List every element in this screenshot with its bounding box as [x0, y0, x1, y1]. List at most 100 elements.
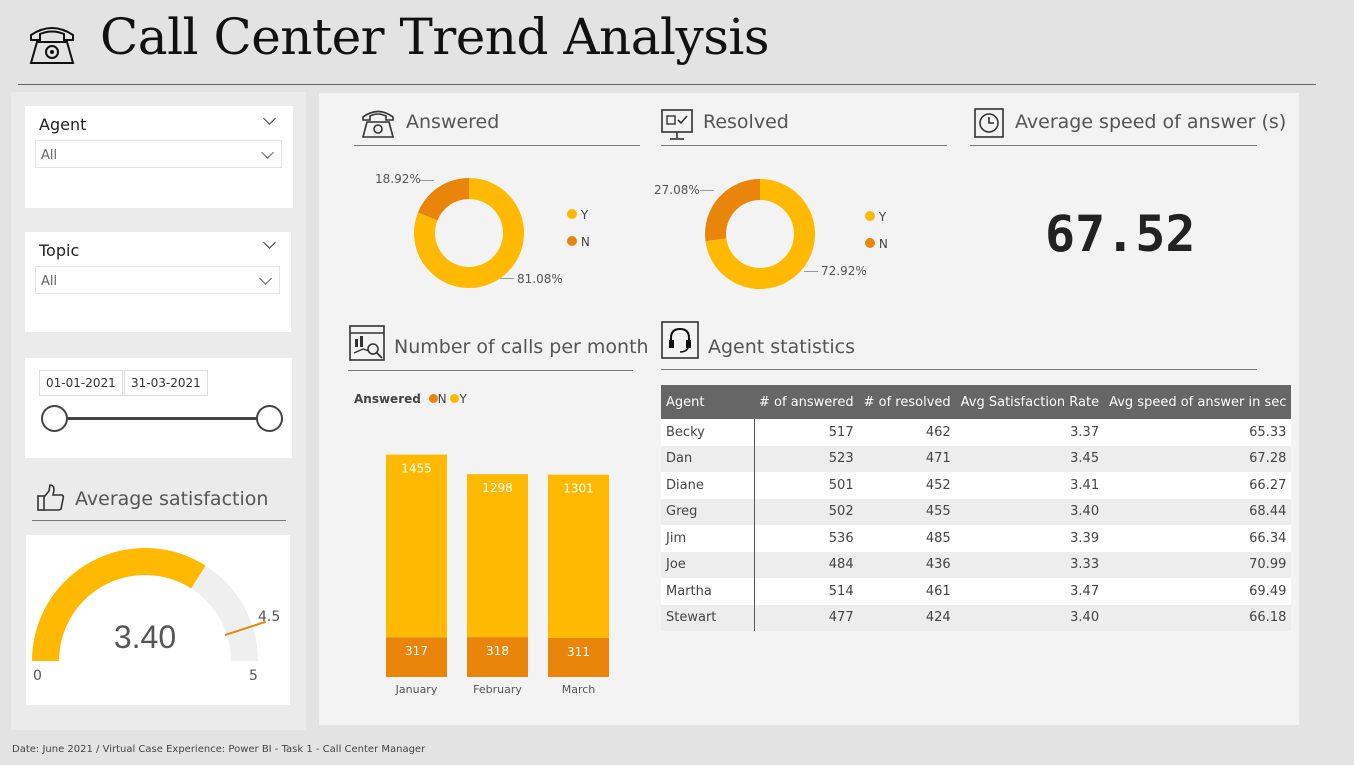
- table-row[interactable]: Becky 517 462 3.37 65.33: [661, 419, 1292, 446]
- speed-value: 67.52: [1045, 205, 1196, 263]
- bar-n-march[interactable]: [548, 637, 609, 677]
- answered-title: Answered: [406, 111, 500, 133]
- table-row[interactable]: Jim 536 485 3.39 66.34: [661, 525, 1292, 552]
- legend-dot-y: [865, 211, 875, 221]
- data-label: 1298: [482, 481, 513, 495]
- date-slider-end-handle[interactable]: [256, 405, 283, 432]
- data-label: 317: [405, 644, 428, 658]
- table-cell: 3.39: [955, 525, 1105, 552]
- donut-slice-y[interactable]: [705, 179, 815, 289]
- column-header[interactable]: Avg Satisfaction Rate: [955, 385, 1105, 419]
- chevron-down-icon[interactable]: [263, 236, 276, 249]
- table-cell: 3.33: [955, 551, 1105, 578]
- column-header[interactable]: # of answered: [754, 385, 859, 419]
- x-tick-label: February: [473, 683, 522, 696]
- table-cell: 461: [858, 578, 956, 605]
- table-row[interactable]: Stewart 477 424 3.40 66.18: [661, 604, 1292, 631]
- x-tick-label: March: [562, 683, 596, 696]
- main-panel: Answered 18.92% 81.08% Y N Resolved 27.0…: [319, 93, 1299, 725]
- table-cell: 3.47: [955, 578, 1105, 605]
- agent-name-cell: Joe: [661, 551, 755, 578]
- thumbs-up-icon: [37, 484, 65, 511]
- date-slicer: 01-01-2021 31-03-2021: [25, 358, 292, 458]
- table-cell: 65.33: [1104, 419, 1292, 446]
- chevron-down-icon[interactable]: [263, 112, 276, 125]
- agent-stats-title: Agent statistics: [708, 336, 855, 358]
- calls-divider: [348, 370, 633, 371]
- header: Call Center Trend Analysis: [0, 0, 1354, 90]
- agent-name-cell: Jim: [661, 525, 755, 552]
- legend-dot-n: [567, 236, 577, 246]
- leader-line: [500, 278, 514, 279]
- donut-slice-n[interactable]: [417, 178, 469, 221]
- table-row[interactable]: Martha 514 461 3.47 69.49: [661, 578, 1292, 605]
- start-date-input[interactable]: 01-01-2021: [39, 370, 123, 396]
- legend-label-n: N: [878, 237, 888, 251]
- satisfaction-card: 3.40 0 5 4.5: [26, 535, 290, 705]
- table-cell: 502: [754, 498, 859, 525]
- agent-name-cell: Stewart: [661, 604, 755, 631]
- table-cell: 485: [858, 525, 956, 552]
- speed-title: Average speed of answer (s): [1015, 111, 1287, 133]
- telephone-icon: [361, 110, 395, 138]
- bar-y-february[interactable]: [467, 474, 528, 638]
- table-cell: 484: [754, 551, 859, 578]
- gauge-max-label: 5: [249, 668, 258, 684]
- headset-icon: [661, 321, 699, 359]
- topic-slicer-label: Topic: [39, 241, 80, 260]
- left-panel: Agent All Topic All 01-01-2021 31-03-202…: [11, 92, 306, 730]
- answered-legend-n: N: [567, 235, 590, 249]
- end-date-input[interactable]: 31-03-2021: [124, 370, 208, 396]
- leader-line: [804, 271, 818, 272]
- agent-name-cell: Greg: [661, 498, 755, 525]
- table-cell: 455: [858, 498, 956, 525]
- column-header[interactable]: Avg speed of answer in sec: [1104, 385, 1292, 419]
- donut-slice-y[interactable]: [414, 178, 524, 288]
- agent-stats-divider: [661, 369, 1257, 370]
- page-title: Call Center Trend Analysis: [100, 8, 770, 66]
- table-cell: 462: [858, 419, 956, 446]
- table-cell: 68.44: [1104, 498, 1292, 525]
- bar-y-march[interactable]: [548, 474, 609, 638]
- answered-pct-y: 81.08%: [517, 272, 563, 286]
- resolved-donut: [705, 179, 815, 289]
- topic-slicer: Topic All: [25, 232, 291, 332]
- gauge-target-label: 4.5: [258, 609, 281, 625]
- table-cell: 66.27: [1104, 472, 1292, 499]
- bar-n-january[interactable]: [386, 637, 447, 677]
- table-row[interactable]: Joe 484 436 3.33 70.99: [661, 551, 1292, 578]
- agent-dropdown[interactable]: All: [35, 140, 282, 168]
- column-header[interactable]: Agent: [661, 385, 754, 419]
- bar-y-january[interactable]: [386, 454, 447, 638]
- agent-name-cell: Dan: [661, 445, 755, 472]
- table-cell: 523: [754, 445, 859, 472]
- gauge-min-label: 0: [33, 668, 42, 684]
- column-header[interactable]: # of resolved: [858, 385, 956, 419]
- table-row[interactable]: Dan 523 471 3.45 67.28: [661, 445, 1292, 472]
- satisfaction-value: 3.40: [113, 619, 177, 655]
- table-cell: 514: [754, 578, 859, 605]
- table-cell: 66.18: [1104, 604, 1292, 631]
- donut-slice-n[interactable]: [705, 179, 760, 242]
- calls-title: Number of calls per month: [394, 336, 649, 358]
- calls-bar-chart: 317 1455 January 318 1298 February 311 1301 Marc…: [386, 454, 609, 696]
- table-cell: 3.41: [955, 472, 1105, 499]
- x-tick-label: January: [395, 683, 438, 696]
- table-row[interactable]: Greg 502 455 3.40 68.44: [661, 498, 1292, 525]
- legend-label-y: Y: [878, 210, 887, 224]
- satisfaction-divider: [32, 520, 286, 521]
- agent-stats-table: Agent # of answered # of resolved Avg Sa…: [661, 385, 1292, 631]
- table-cell: 471: [858, 445, 956, 472]
- date-slider-start-handle[interactable]: [41, 405, 68, 432]
- bar-n-february[interactable]: [467, 637, 528, 677]
- table-row[interactable]: Diane 501 452 3.41 66.27: [661, 472, 1292, 499]
- legend-label-n: N: [437, 392, 447, 406]
- table-cell: 3.37: [955, 419, 1105, 446]
- table-cell: 3.45: [955, 445, 1105, 472]
- topic-dropdown[interactable]: All: [35, 266, 280, 294]
- chart-magnifier-icon: [349, 325, 385, 361]
- data-label: 1455: [401, 462, 432, 476]
- table-cell: 67.28: [1104, 445, 1292, 472]
- table-cell: 66.34: [1104, 525, 1292, 552]
- table-cell: 501: [754, 472, 859, 499]
